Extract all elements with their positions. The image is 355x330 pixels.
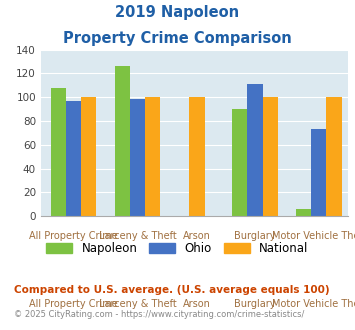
Bar	[311, 129, 327, 216]
Text: 2019 Napoleon: 2019 Napoleon	[115, 5, 240, 20]
Bar	[81, 97, 96, 216]
Bar	[232, 109, 247, 216]
Text: Burglary: Burglary	[234, 231, 276, 242]
Text: Motor Vehicle Theft: Motor Vehicle Theft	[272, 300, 355, 310]
Text: All Property Crime: All Property Crime	[29, 300, 118, 310]
Text: Arson: Arson	[183, 300, 211, 310]
Bar	[145, 97, 160, 216]
Bar	[189, 97, 204, 216]
Text: All Property Crime: All Property Crime	[29, 231, 118, 242]
Bar	[115, 66, 130, 216]
Text: Burglary: Burglary	[234, 300, 276, 310]
Text: Larceny & Theft: Larceny & Theft	[98, 231, 176, 242]
Legend: Napoleon, Ohio, National: Napoleon, Ohio, National	[42, 237, 313, 260]
Text: Compared to U.S. average. (U.S. average equals 100): Compared to U.S. average. (U.S. average …	[14, 285, 330, 295]
Bar	[130, 100, 145, 216]
Text: Motor Vehicle Theft: Motor Vehicle Theft	[272, 231, 355, 242]
Bar	[327, 97, 342, 216]
Bar	[296, 209, 311, 216]
Text: © 2025 CityRating.com - https://www.cityrating.com/crime-statistics/: © 2025 CityRating.com - https://www.city…	[14, 310, 305, 318]
Bar	[66, 101, 81, 216]
Bar	[51, 87, 66, 216]
Text: Larceny & Theft: Larceny & Theft	[98, 300, 176, 310]
Bar	[247, 84, 263, 216]
Text: Property Crime Comparison: Property Crime Comparison	[63, 31, 292, 46]
Bar	[263, 97, 278, 216]
Text: Arson: Arson	[183, 231, 211, 242]
